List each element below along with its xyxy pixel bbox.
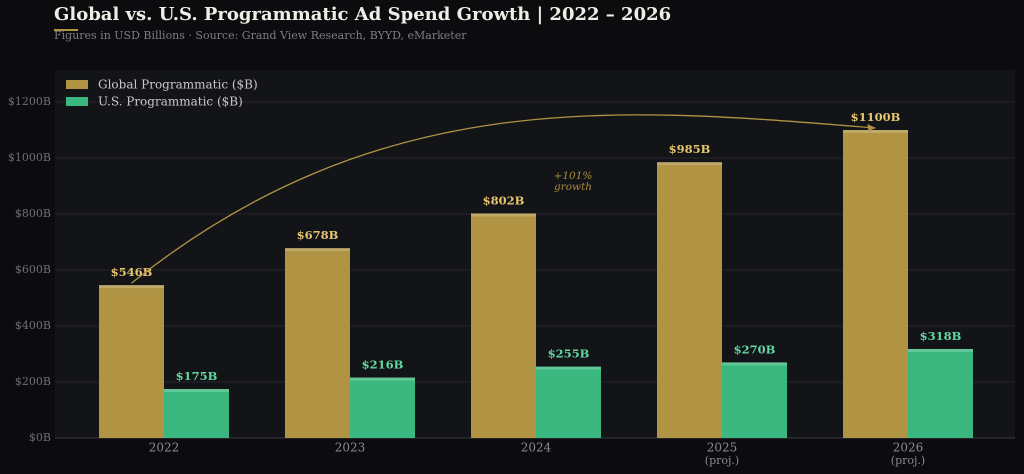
bar — [99, 285, 164, 438]
growth-arrow — [131, 114, 876, 284]
x-tick-label: 2025 — [707, 441, 738, 455]
value-label: $546B — [111, 265, 153, 279]
bar — [722, 362, 787, 438]
y-tick-label: $600B — [15, 263, 51, 276]
bar — [536, 366, 601, 438]
arrow-head — [867, 124, 876, 131]
bar — [285, 248, 350, 438]
y-tick-label: $1000B — [8, 151, 51, 164]
value-label: $1100B — [851, 110, 901, 124]
bar-cap — [843, 130, 908, 133]
y-tick-label: $1200B — [8, 95, 51, 108]
bar-cap — [164, 389, 229, 392]
value-label: $270B — [734, 342, 776, 356]
bar-cap — [285, 248, 350, 252]
y-tick-label: $200B — [15, 375, 51, 388]
legend-swatch — [66, 80, 88, 89]
value-label: $678B — [297, 228, 339, 242]
annotation: +101% — [554, 170, 593, 182]
bar-cap — [722, 362, 787, 366]
x-tick-label: 2023 — [335, 441, 366, 455]
y-tick-label: $800B — [15, 207, 51, 220]
x-tick-note: (proj.) — [891, 454, 925, 467]
bar — [657, 162, 722, 438]
bar — [908, 348, 973, 438]
bar-cap — [536, 366, 601, 370]
value-label: $255B — [548, 347, 590, 361]
bar-cap — [99, 285, 164, 289]
x-tick-label: 2024 — [521, 441, 552, 455]
value-label: $802B — [483, 193, 525, 207]
x-tick-note: (proj.) — [705, 454, 739, 467]
value-label: $318B — [920, 329, 962, 343]
bar-cap — [471, 213, 536, 217]
chart-subtitle: Figures in USD Billions · Source: Grand … — [54, 29, 467, 42]
value-label: $216B — [362, 358, 404, 372]
x-tick-label: 2022 — [149, 441, 180, 455]
legend-label: Global Programmatic ($B) — [98, 78, 258, 92]
x-tick-label: 2026 — [893, 441, 924, 455]
y-tick-label: $0B — [29, 431, 51, 444]
bar-cap — [350, 377, 415, 381]
bar — [843, 130, 908, 438]
y-tick-label: $400B — [15, 319, 51, 332]
bar — [164, 389, 229, 438]
legend-swatch — [66, 97, 88, 106]
value-label: $985B — [669, 142, 711, 156]
value-label: $175B — [176, 369, 218, 383]
chart-title: Global vs. U.S. Programmatic Ad Spend Gr… — [54, 4, 671, 25]
bar — [350, 377, 415, 438]
annotation: growth — [554, 181, 592, 193]
bar — [471, 213, 536, 438]
bar-cap — [908, 348, 973, 352]
legend-label: U.S. Programmatic ($B) — [98, 95, 243, 109]
bar-cap — [657, 162, 722, 166]
